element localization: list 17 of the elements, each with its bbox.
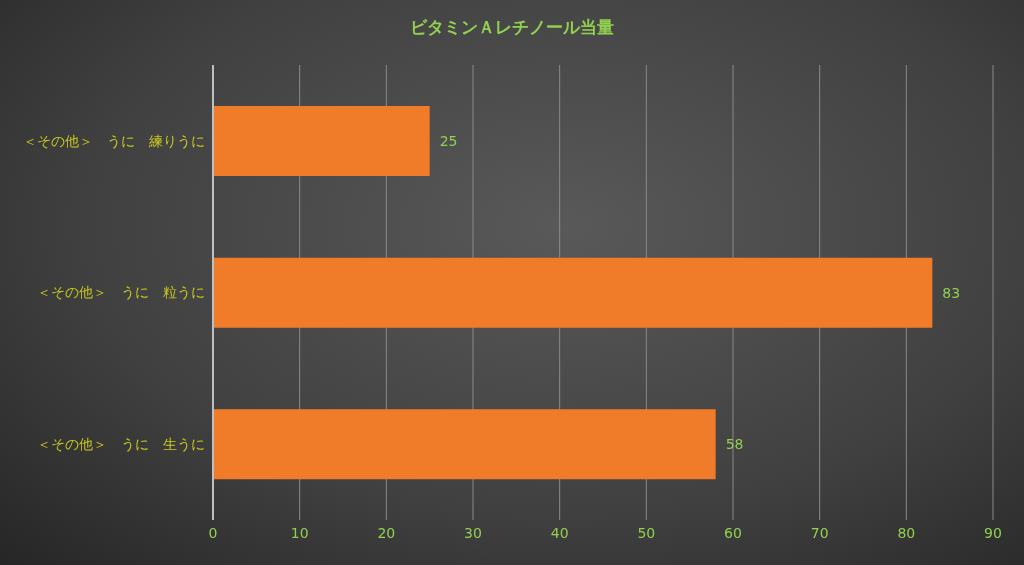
data-label: 58 — [725, 436, 744, 453]
y-tick-label: ＜その他＞ うに 練りうに — [23, 132, 205, 149]
x-tick-label: 70 — [810, 524, 829, 541]
x-tick-label: 50 — [637, 524, 656, 541]
x-tick-label: 30 — [464, 524, 482, 541]
x-tick-label: 10 — [290, 524, 309, 541]
chart-title: ビタミンＡレチノール当量 — [409, 16, 615, 39]
y-tick-label: ＜その他＞ うに 粒うに — [37, 284, 205, 301]
x-tick-label: 20 — [377, 524, 396, 541]
data-label: 83 — [942, 284, 961, 301]
x-tick-label: 60 — [724, 524, 742, 541]
x-tick-label: 0 — [208, 524, 218, 541]
x-tick-label: 40 — [550, 524, 569, 541]
x-tick-label: 80 — [897, 524, 916, 541]
y-tick-label: ＜その他＞ うに 生うに — [37, 436, 205, 453]
data-label: 25 — [439, 132, 458, 149]
x-tick-label: 90 — [984, 524, 1002, 541]
